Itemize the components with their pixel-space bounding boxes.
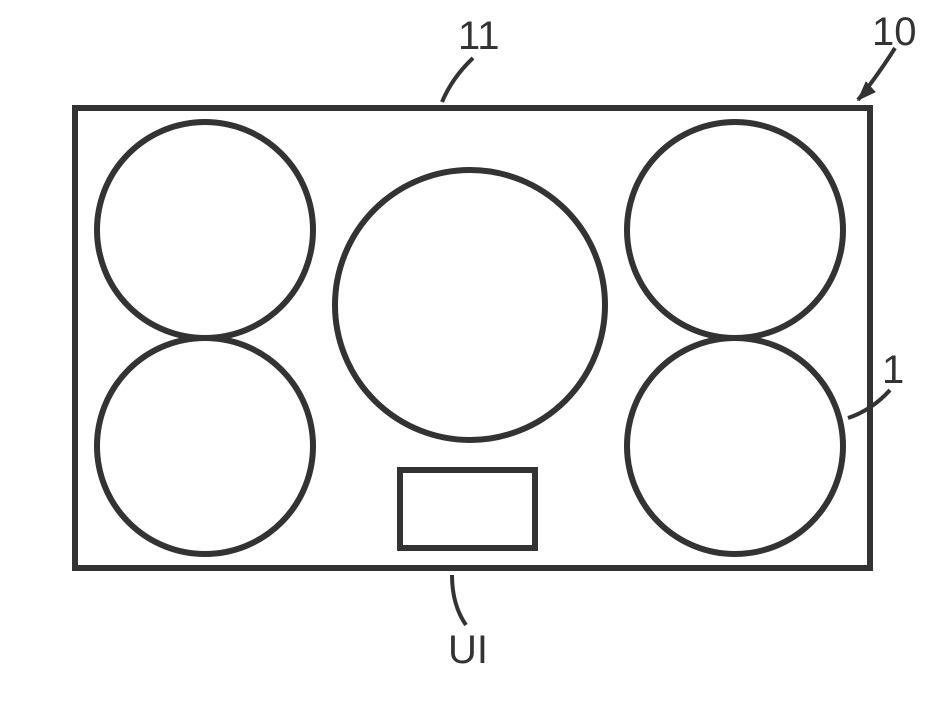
label-10: 10: [872, 10, 917, 55]
label-11: 11: [458, 14, 500, 59]
label-ui: UI: [448, 628, 488, 673]
label-1: 1: [882, 348, 904, 393]
schematic-diagram: [0, 0, 945, 709]
